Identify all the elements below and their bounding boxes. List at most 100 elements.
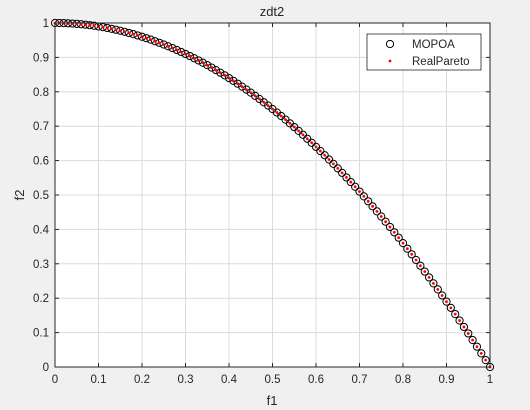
realpareto-point <box>466 332 470 335</box>
x-tick-label: 0.8 <box>395 374 411 386</box>
y-tick-label: 0.3 <box>33 259 49 271</box>
y-tick-label: 0.8 <box>33 87 49 99</box>
realpareto-point <box>327 158 331 161</box>
realpareto-point <box>297 129 300 133</box>
realpareto-point <box>166 44 170 48</box>
mopoa-point <box>207 63 216 72</box>
y-tick-label: 0.5 <box>33 190 49 202</box>
realpareto-point <box>310 141 314 145</box>
realpareto-point <box>340 171 344 175</box>
mopoa-point <box>359 192 368 201</box>
realpareto-point <box>123 30 126 34</box>
realpareto-point <box>379 215 383 218</box>
mopoa-point <box>455 316 464 325</box>
y-tick-label: 0 <box>43 362 49 374</box>
realpareto-point <box>371 204 374 208</box>
realpareto-point <box>223 73 227 77</box>
realpareto-point <box>84 23 87 27</box>
realpareto-point <box>253 94 257 98</box>
realpareto-point <box>245 88 248 91</box>
realpareto-point <box>231 79 235 83</box>
realpareto-point <box>419 264 422 268</box>
realpareto-point <box>345 176 348 179</box>
mopoa-point <box>364 197 373 206</box>
y-tick-label: 0.4 <box>33 224 50 236</box>
realpareto-point <box>366 199 370 203</box>
mopoa-point <box>385 222 395 232</box>
realpareto-point <box>458 319 461 322</box>
realpareto-point <box>432 281 435 285</box>
realpareto-point <box>305 137 309 141</box>
realpareto-point <box>188 54 192 58</box>
realpareto-point <box>292 125 296 129</box>
realpareto-point <box>101 25 105 29</box>
realpareto-point <box>136 34 140 37</box>
realpareto-point <box>179 50 183 54</box>
x-tick-label: 0.3 <box>178 374 194 386</box>
mopoa-point <box>416 261 425 270</box>
realpareto-point <box>79 22 83 26</box>
realpareto-point <box>249 91 253 95</box>
realpareto-point <box>349 180 353 184</box>
realpareto-point <box>397 236 401 240</box>
mopoa-point <box>185 51 194 61</box>
mopoa-point <box>155 38 164 47</box>
axis-ticks <box>54 22 491 368</box>
mopoa-point <box>372 207 381 216</box>
x-tick-label: 0 <box>52 374 58 386</box>
realpareto-point <box>475 345 479 349</box>
mopoa-point <box>355 187 364 196</box>
x-tick-label: 0.2 <box>134 374 150 386</box>
x-tick-label: 0.9 <box>439 374 455 386</box>
mopoa-point <box>172 45 181 55</box>
chart-title: zdt2 <box>260 4 285 19</box>
mopoa-point <box>377 212 386 221</box>
data-points <box>50 18 495 372</box>
mopoa-point <box>472 342 482 351</box>
mopoa-point <box>150 37 160 46</box>
realpareto-point <box>262 100 266 104</box>
mopoa-point <box>446 303 455 312</box>
realpareto-point <box>392 230 396 234</box>
realpareto-point <box>318 149 322 153</box>
realpareto-point <box>162 43 166 46</box>
mopoa-point <box>351 182 360 191</box>
realpareto-point <box>110 27 113 31</box>
realpareto-point <box>127 31 131 35</box>
realpareto-point <box>462 325 466 329</box>
realpareto-point <box>175 48 179 52</box>
realpareto-point <box>358 190 361 193</box>
mopoa-point <box>390 228 399 237</box>
mopoa-point <box>224 73 234 83</box>
realpareto-point <box>149 38 153 42</box>
realpareto-point <box>410 252 414 256</box>
x-tick-label: 0.6 <box>308 374 324 386</box>
legend-marker-mopoa <box>385 39 395 49</box>
x-axis-label: f1 <box>267 393 278 408</box>
realpareto-point <box>314 145 318 149</box>
tick-labels: 0 0.1 0.2 0.3 0.4 0.5 0.6 0.7 0.8 0.9 1 0 0.1 0.2 0.3 0… <box>33 18 493 386</box>
realpareto-point <box>118 29 122 33</box>
mopoa-point <box>442 297 451 306</box>
mopoa-point <box>137 32 147 41</box>
mopoa-point <box>129 30 138 39</box>
mopoa-point <box>338 168 347 177</box>
y-tick-label: 0.9 <box>33 52 49 64</box>
mopoa-point <box>181 49 190 59</box>
mopoa-point <box>216 68 225 77</box>
realpareto-point <box>153 39 157 43</box>
realpareto-point <box>362 195 366 198</box>
mopoa-point <box>320 151 329 160</box>
legend[interactable]: MOPOA RealPareto <box>366 33 482 71</box>
legend-marker-realpareto <box>388 59 392 63</box>
mopoa-point <box>425 273 434 282</box>
x-tick-label: 1 <box>487 374 493 386</box>
realpareto-point <box>449 306 453 310</box>
legend-box <box>366 33 482 71</box>
realpareto-point <box>353 185 357 189</box>
realpareto-point <box>423 270 427 273</box>
mopoa-point <box>229 76 238 85</box>
realpareto-point <box>92 24 96 28</box>
realpareto-point <box>131 32 135 36</box>
realpareto-point <box>336 166 340 170</box>
